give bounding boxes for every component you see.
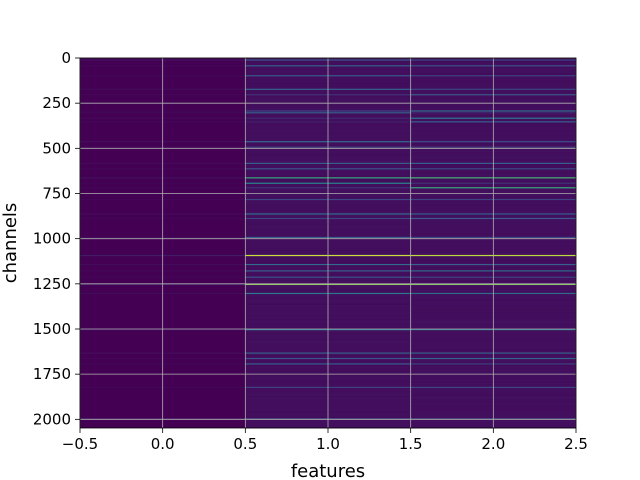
y-tick-label: 0: [61, 49, 71, 67]
plot-area: [79, 57, 577, 429]
x-axis: −0.5 0.0 0.5 1.0 1.5 2.0 2.5: [62, 428, 588, 453]
y-tick-label: 2000: [33, 410, 71, 428]
y-tick-label: 250: [42, 94, 71, 112]
x-tick-label: −0.5: [62, 435, 98, 453]
y-tick-label: 1250: [33, 275, 71, 293]
x-tick-label: 1.0: [316, 435, 340, 453]
y-axis: 0 250 500 750 1000 1250 1500 1750 2000: [33, 49, 80, 428]
x-tick-label: 1.5: [399, 435, 423, 453]
x-tick-label: 0.0: [151, 435, 175, 453]
y-tick-label: 1750: [33, 365, 71, 383]
x-axis-label: features: [291, 461, 365, 480]
x-tick-label: 2.5: [564, 435, 588, 453]
y-tick-label: 1500: [33, 320, 71, 338]
y-tick-label: 750: [42, 184, 71, 202]
y-axis-label: channels: [0, 203, 21, 284]
x-tick-label: 0.5: [233, 435, 257, 453]
y-tick-label: 500: [42, 139, 71, 157]
y-tick-label: 1000: [33, 230, 71, 248]
x-tick-label: 2.0: [481, 435, 505, 453]
